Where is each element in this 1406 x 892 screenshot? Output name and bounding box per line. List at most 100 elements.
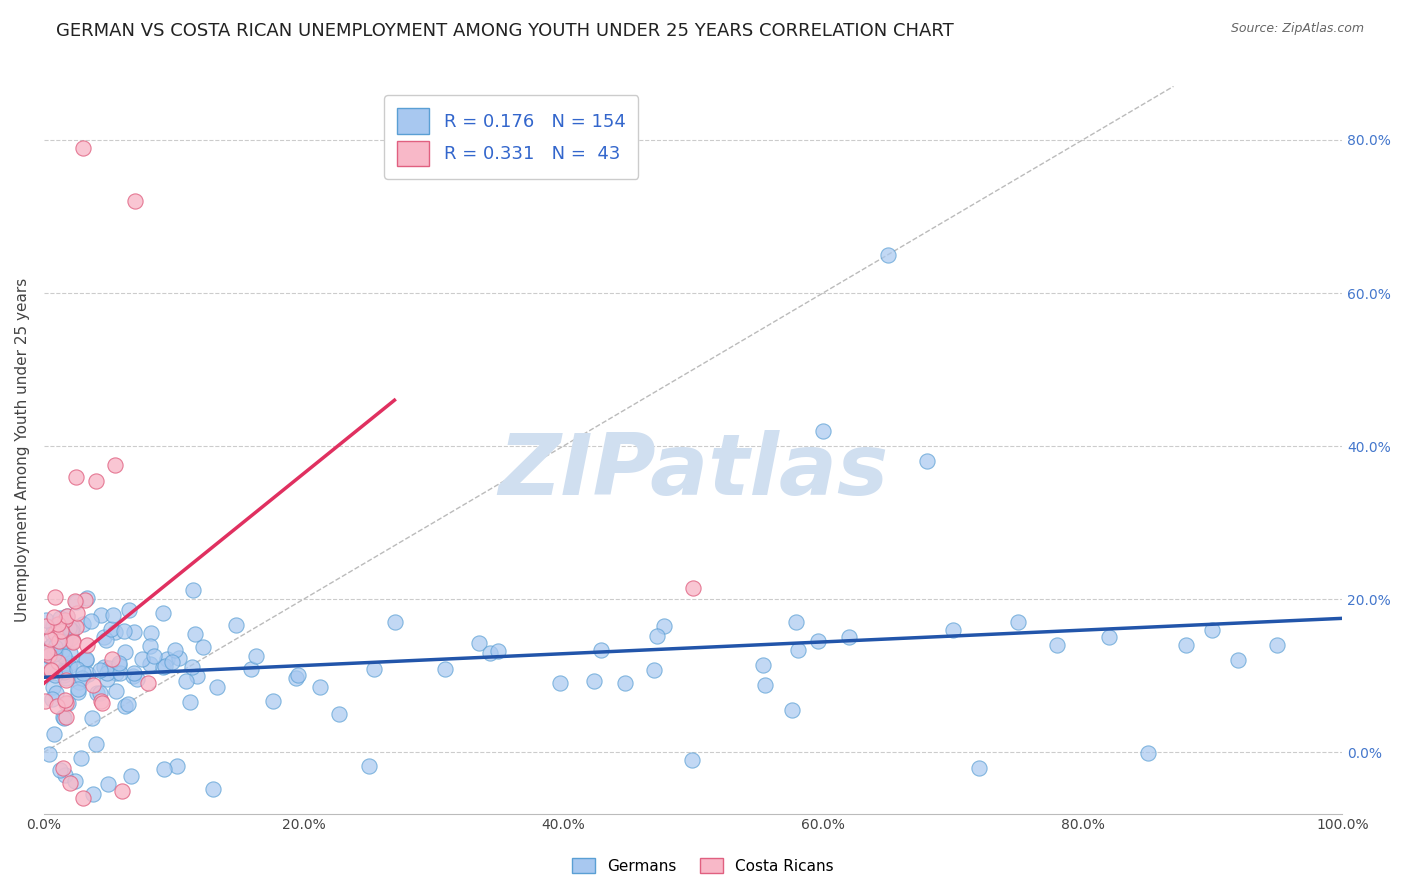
Costa Ricans	[41, 664, 63, 678]
Germans	[52, 668, 75, 682]
Germans	[89, 663, 111, 677]
Germans	[262, 693, 284, 707]
Germans	[44, 667, 66, 681]
Germans	[153, 659, 176, 673]
Germans	[117, 697, 139, 711]
Germans	[478, 646, 501, 660]
Germans	[42, 647, 65, 661]
Germans	[63, 774, 86, 789]
Germans	[67, 681, 90, 696]
Germans	[52, 711, 75, 725]
Germans	[53, 633, 76, 648]
Germans	[59, 624, 82, 638]
Costa Ricans	[124, 194, 146, 209]
Germans	[183, 627, 205, 641]
Germans	[49, 610, 72, 624]
Germans	[645, 629, 668, 643]
Germans	[100, 623, 122, 637]
Germans	[786, 642, 808, 657]
Germans	[35, 662, 58, 676]
Germans	[124, 666, 146, 681]
Germans	[240, 662, 263, 676]
Germans	[42, 680, 65, 694]
Germans	[75, 652, 97, 666]
Germans	[67, 674, 90, 689]
Germans	[110, 665, 132, 680]
Costa Ricans	[49, 624, 72, 638]
Germans	[186, 669, 208, 683]
Costa Ricans	[62, 633, 84, 648]
Germans	[122, 624, 145, 639]
Costa Ricans	[65, 620, 87, 634]
Germans	[180, 659, 202, 673]
Germans	[785, 615, 807, 629]
Germans	[107, 656, 129, 670]
Germans	[1175, 638, 1198, 652]
Germans	[287, 667, 309, 681]
Costa Ricans	[111, 783, 134, 797]
Costa Ricans	[682, 581, 704, 595]
Costa Ricans	[55, 696, 77, 710]
Germans	[58, 658, 80, 673]
Costa Ricans	[84, 474, 107, 488]
Germans	[589, 643, 612, 657]
Germans	[45, 685, 67, 699]
Germans	[1046, 638, 1069, 652]
Costa Ricans	[62, 634, 84, 648]
Germans	[101, 608, 124, 623]
Costa Ricans	[55, 709, 77, 723]
Germans	[107, 657, 129, 672]
Germans	[163, 643, 186, 657]
Germans	[72, 671, 94, 685]
Germans	[153, 762, 176, 776]
Germans	[486, 644, 509, 658]
Germans	[202, 781, 225, 796]
Costa Ricans	[66, 606, 89, 620]
Germans	[76, 591, 98, 605]
Germans	[179, 695, 201, 709]
Costa Ricans	[136, 676, 159, 690]
Germans	[53, 629, 76, 643]
Germans	[156, 652, 179, 666]
Germans	[434, 662, 457, 676]
Germans	[1201, 623, 1223, 637]
Germans	[1097, 631, 1119, 645]
Germans	[56, 608, 79, 623]
Germans	[96, 673, 118, 687]
Costa Ricans	[91, 696, 114, 710]
Germans	[174, 673, 197, 688]
Germans	[48, 763, 70, 777]
Germans	[127, 672, 149, 686]
Germans	[118, 603, 141, 617]
Costa Ricans	[72, 140, 94, 154]
Germans	[363, 662, 385, 676]
Germans	[643, 663, 665, 677]
Germans	[82, 787, 104, 801]
Germans	[52, 709, 75, 723]
Costa Ricans	[52, 761, 75, 775]
Costa Ricans	[42, 610, 65, 624]
Text: GERMAN VS COSTA RICAN UNEMPLOYMENT AMONG YOUTH UNDER 25 YEARS CORRELATION CHART: GERMAN VS COSTA RICAN UNEMPLOYMENT AMONG…	[56, 22, 955, 40]
Germans	[245, 648, 267, 663]
Germans	[114, 698, 136, 713]
Germans	[51, 643, 73, 657]
Germans	[152, 606, 174, 620]
Costa Ricans	[39, 632, 62, 647]
Germans	[38, 747, 60, 761]
Germans	[105, 666, 128, 681]
Germans	[104, 625, 127, 640]
Germans	[384, 615, 406, 629]
Germans	[53, 661, 76, 675]
Germans	[120, 769, 142, 783]
Germans	[41, 691, 63, 706]
Germans	[84, 737, 107, 751]
Costa Ricans	[46, 617, 69, 632]
Germans	[93, 630, 115, 644]
Costa Ricans	[100, 652, 122, 666]
Germans	[915, 454, 938, 468]
Text: Source: ZipAtlas.com: Source: ZipAtlas.com	[1230, 22, 1364, 36]
Germans	[97, 777, 120, 791]
Germans	[284, 671, 307, 685]
Germans	[152, 660, 174, 674]
Germans	[131, 651, 153, 665]
